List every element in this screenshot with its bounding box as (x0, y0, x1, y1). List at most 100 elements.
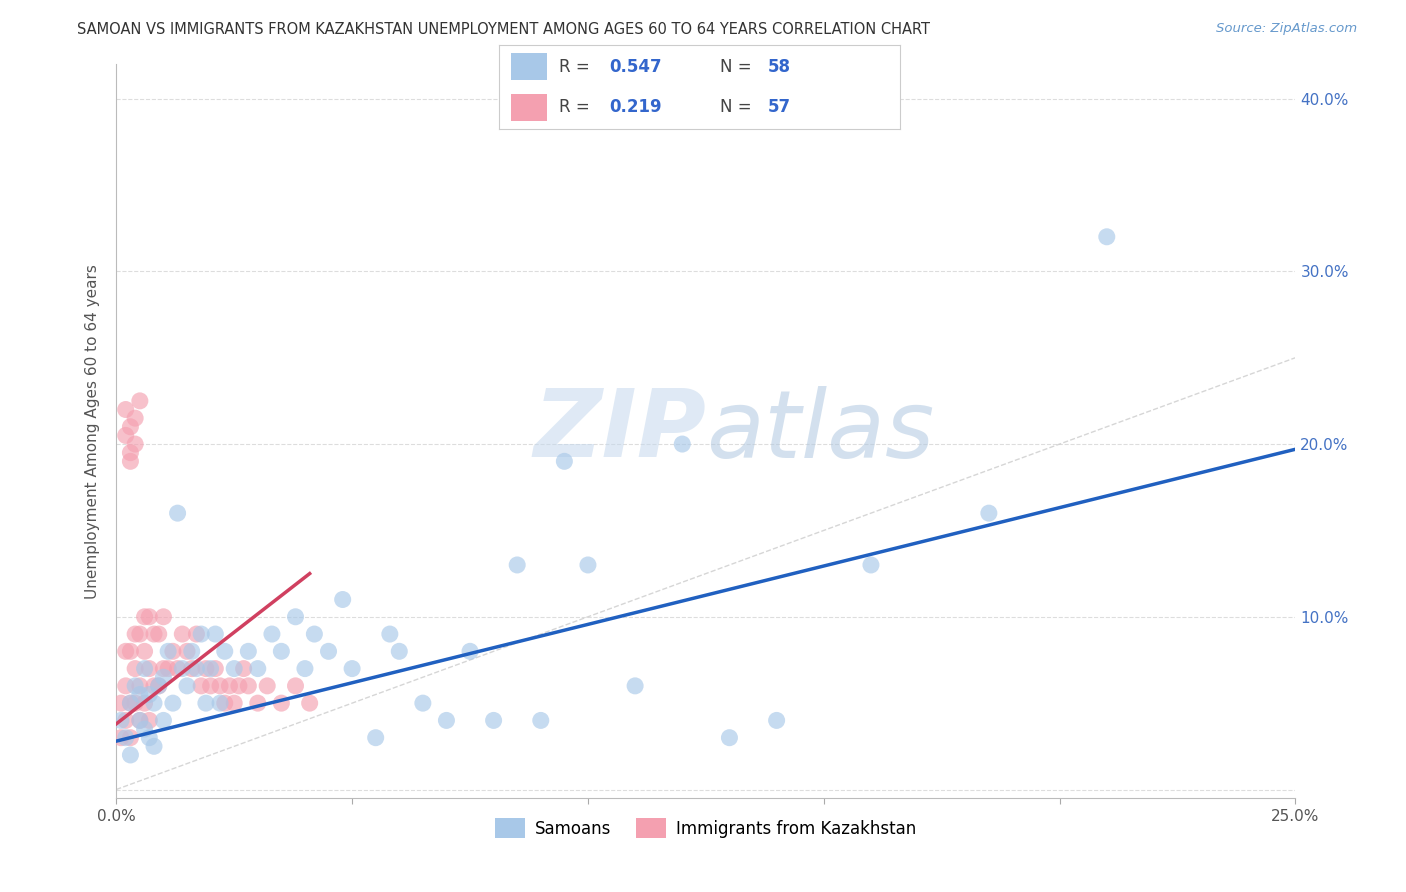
Text: N =: N = (720, 98, 756, 116)
Point (120, 747, 142, 762)
Point (204, 662, 226, 676)
Point (238, 679, 260, 693)
Point (138, 609, 160, 624)
Point (114, 644, 136, 658)
Point (138, 731, 160, 745)
Point (204, 627, 226, 641)
Point (214, 644, 236, 658)
Point (120, 454, 142, 468)
Point (224, 696, 246, 710)
Point (124, 662, 146, 676)
Text: 0.219: 0.219 (609, 98, 662, 116)
Point (224, 662, 246, 676)
Text: N =: N = (720, 58, 756, 76)
Point (200, 679, 222, 693)
Point (166, 506, 188, 520)
Point (124, 411, 146, 425)
Point (120, 644, 142, 658)
Point (148, 679, 170, 693)
Text: ZIP: ZIP (533, 385, 706, 477)
Point (232, 662, 254, 676)
Point (128, 714, 150, 728)
Text: SAMOAN VS IMMIGRANTS FROM KAZAKHSTAN UNEMPLOYMENT AMONG AGES 60 TO 64 YEARS CORR: SAMOAN VS IMMIGRANTS FROM KAZAKHSTAN UNE… (77, 22, 931, 37)
Point (270, 644, 292, 658)
Point (124, 627, 146, 641)
Point (120, 696, 142, 710)
Point (458, 644, 481, 658)
Point (124, 679, 146, 693)
Point (180, 644, 202, 658)
Point (378, 627, 401, 641)
Point (246, 696, 269, 710)
Point (1095, 229, 1118, 244)
Point (190, 679, 212, 693)
Point (148, 679, 170, 693)
Point (176, 644, 198, 658)
Bar (512, 54, 547, 80)
Point (110, 714, 132, 728)
Point (143, 739, 166, 754)
Point (765, 714, 787, 728)
Point (228, 679, 250, 693)
Point (148, 627, 170, 641)
Point (186, 627, 208, 641)
Point (172, 627, 194, 641)
Text: 57: 57 (768, 98, 790, 116)
Legend: Samoans, Immigrants from Kazakhstan: Samoans, Immigrants from Kazakhstan (488, 811, 924, 845)
Point (246, 662, 269, 676)
Point (120, 731, 142, 745)
Point (128, 714, 150, 728)
Y-axis label: Unemployment Among Ages 60 to 64 years: Unemployment Among Ages 60 to 64 years (86, 264, 100, 599)
Point (218, 679, 240, 693)
Point (506, 558, 529, 572)
Point (530, 714, 553, 728)
Point (256, 679, 278, 693)
Point (152, 714, 174, 728)
Text: R =: R = (560, 58, 595, 76)
Point (120, 419, 142, 434)
Point (190, 627, 212, 641)
Point (553, 454, 575, 468)
Point (134, 696, 156, 710)
Point (977, 506, 1000, 520)
Point (209, 679, 232, 693)
Point (260, 627, 283, 641)
Bar (512, 94, 547, 120)
Point (176, 679, 198, 693)
Point (436, 714, 458, 728)
Point (138, 688, 160, 702)
Point (143, 679, 166, 693)
Point (152, 670, 174, 684)
Point (110, 731, 132, 745)
Point (152, 662, 174, 676)
Point (209, 696, 232, 710)
Point (110, 696, 132, 710)
Point (120, 446, 142, 460)
Point (294, 662, 316, 676)
Text: atlas: atlas (706, 385, 934, 476)
Point (120, 696, 142, 710)
Point (718, 731, 741, 745)
Point (284, 679, 307, 693)
Point (166, 662, 188, 676)
Point (186, 662, 208, 676)
Point (859, 558, 882, 572)
Point (128, 679, 150, 693)
Text: R =: R = (560, 98, 600, 116)
Point (124, 696, 146, 710)
Point (162, 696, 184, 710)
Point (162, 644, 184, 658)
Point (304, 627, 326, 641)
Point (114, 402, 136, 417)
Point (284, 609, 307, 624)
Point (318, 644, 340, 658)
Point (143, 627, 166, 641)
Point (298, 696, 321, 710)
Point (270, 696, 292, 710)
Text: Source: ZipAtlas.com: Source: ZipAtlas.com (1216, 22, 1357, 36)
Point (194, 662, 217, 676)
Point (364, 731, 387, 745)
Point (152, 609, 174, 624)
Point (157, 644, 180, 658)
Point (180, 662, 202, 676)
